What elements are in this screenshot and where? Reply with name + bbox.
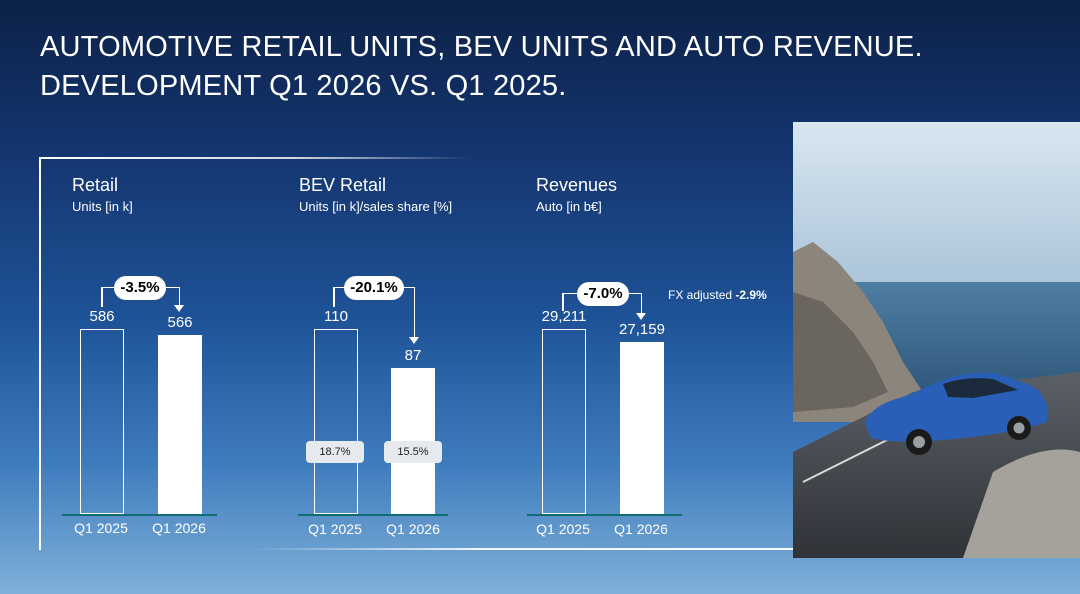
bev-chart-subtitle: Units [in k]/sales share [%] <box>299 199 453 214</box>
revenues-value-q1-2025: 29,211 <box>541 308 587 325</box>
bev-change-badge: -20.1% <box>344 276 404 300</box>
fx-adjusted-note: FX adjusted -2.9% <box>668 288 767 302</box>
revenues-chart-title: Revenues <box>536 175 618 195</box>
bev-share-q1-2026: 15.5% <box>384 441 442 463</box>
retail-category-q1-2026: Q1 2026 <box>152 520 206 536</box>
title-line-1: AUTOMOTIVE RETAIL UNITS, BEV UNITS AND A… <box>40 31 923 63</box>
frame-line-bottom <box>250 548 821 550</box>
revenues-bar-q1-2025 <box>542 329 586 514</box>
title-line-2: DEVELOPMENT Q1 2026 VS. Q1 2025. <box>40 70 567 102</box>
car-photo <box>793 122 1080 558</box>
revenues-category-q1-2025: Q1 2025 <box>536 521 590 537</box>
bev-share-q1-2025: 18.7% <box>306 441 364 463</box>
bev-value-q1-2025: 110 <box>324 308 348 325</box>
bev-value-q1-2026: 87 <box>404 347 422 364</box>
revenues-bar-q1-2026 <box>620 342 664 514</box>
revenues-chart-subtitle: Auto [in b€] <box>536 199 602 214</box>
revenues-baseline <box>527 514 682 516</box>
retail-change-badge: -3.5% <box>114 276 166 300</box>
bev-category-q1-2025: Q1 2025 <box>308 521 362 537</box>
photo-sky <box>793 122 1080 292</box>
retail-bar-q1-2026 <box>158 335 202 514</box>
revenues-category-q1-2026: Q1 2026 <box>614 521 668 537</box>
revenues-value-q1-2026: 27,159 <box>619 321 665 338</box>
retail-value-q1-2026: 566 <box>167 314 193 331</box>
retail-baseline <box>62 514 217 516</box>
bev-category-q1-2026: Q1 2026 <box>386 521 440 537</box>
photo-cliff-shade <box>793 292 888 412</box>
bev-chart-title: BEV Retail <box>299 175 387 195</box>
slide-title: AUTOMOTIVE RETAIL UNITS, BEV UNITS AND A… <box>40 28 923 106</box>
retail-value-q1-2025: 586 <box>89 308 115 325</box>
retail-chart-subtitle: Units [in k] <box>72 199 133 214</box>
bev-bar-q1-2025 <box>314 329 358 514</box>
retail-category-q1-2025: Q1 2025 <box>74 520 128 536</box>
photo-hill <box>963 449 1080 558</box>
photo-car <box>865 372 1047 455</box>
retail-bar-q1-2025 <box>80 329 124 514</box>
revenues-change-badge: -7.0% <box>577 282 629 306</box>
retail-chart-title: Retail <box>72 175 119 195</box>
fx-adjusted-label: FX adjusted <box>668 288 733 302</box>
bev-baseline <box>298 514 448 516</box>
frame-line-top <box>39 157 469 159</box>
frame-line-left <box>39 157 41 550</box>
fx-adjusted-value: -2.9% <box>735 288 767 302</box>
